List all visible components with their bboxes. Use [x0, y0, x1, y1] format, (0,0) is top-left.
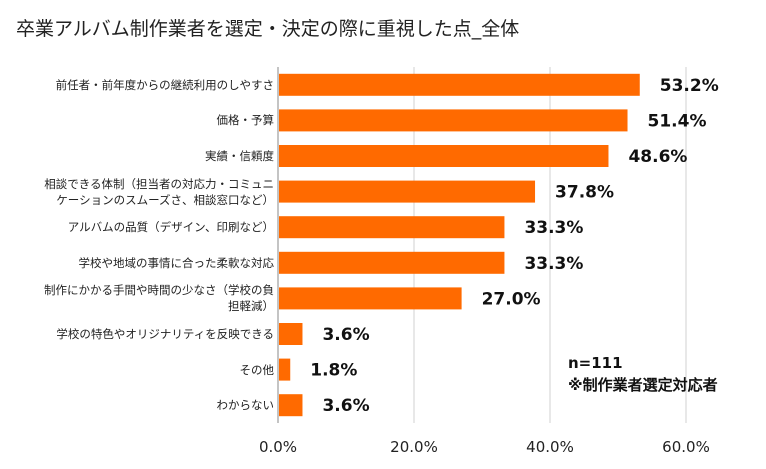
category-label-line: 前任者・前年度からの継続利用のしやすさ: [55, 77, 274, 92]
x-axis-ticks: 0.0% 20.0% 40.0% 60.0%: [259, 438, 710, 456]
bar: [279, 109, 628, 132]
value-label: 51.4%: [648, 111, 707, 131]
value-label: 53.2%: [660, 76, 719, 96]
bar: [279, 180, 536, 203]
category-label-line: 実績・信頼度: [205, 149, 274, 163]
value-labels: 53.2% 51.4% 48.6% 37.8% 33.3% 33.3% 27.0% 3.6% 1…: [310, 76, 719, 416]
sample-size: n=111: [568, 354, 623, 372]
category-label: アルバムの品質（デザイン、印刷など）: [2, 219, 274, 235]
bar: [279, 287, 462, 310]
value-label: 27.0%: [482, 289, 541, 309]
category-label: 実績・信頼度: [2, 148, 274, 164]
category-label: 前任者・前年度からの継続利用のしやすさ: [2, 77, 274, 93]
value-label: 37.8%: [555, 183, 614, 203]
chart-title: 卒業アルバム制作業者を選定・決定の際に重視した点_全体: [16, 18, 520, 40]
category-label-line: その他: [239, 362, 275, 377]
sample-note: n=111 ※制作業者選定対応者: [568, 352, 718, 396]
sample-target: ※制作業者選定対応者: [568, 376, 718, 394]
category-label-line: 学校の特色やオリジナリティを反映できる: [56, 327, 274, 341]
category-label: その他: [2, 362, 275, 378]
value-label: 3.6%: [322, 325, 369, 345]
x-tick-label: 60.0%: [662, 438, 710, 456]
bar: [279, 73, 640, 96]
x-tick-label: 20.0%: [390, 438, 438, 456]
x-tick-label: 40.0%: [526, 438, 574, 456]
category-label: わからない: [2, 397, 275, 413]
category-label: 学校や地域の事情に合った柔軟な対応: [2, 255, 275, 271]
category-label-line: 学校や地域の事情に合った柔軟な対応: [78, 255, 275, 270]
category-label: 制作にかかる手間や時間の少なさ（学校の負 担軽減）: [2, 282, 274, 314]
category-label-line: 制作にかかる手間や時間の少なさ（学校の負: [44, 283, 274, 298]
bar: [279, 358, 291, 381]
category-label-line: アルバムの品質（デザイン、印刷など）: [67, 220, 274, 235]
value-label: 3.6%: [322, 396, 369, 416]
bar: [279, 145, 609, 167]
value-label: 1.8%: [310, 361, 357, 381]
x-tick-label: 0.0%: [259, 438, 297, 456]
category-label: 学校の特色やオリジナリティを反映できる: [2, 326, 274, 342]
category-label-line: 担軽減）: [228, 299, 274, 314]
category-label-line: わからない: [216, 398, 275, 413]
category-label: 相談できる体制（担当者の対応力・コミュニ ケーションのスムーズさ、相談窓口など）: [2, 176, 274, 208]
bar: [279, 323, 303, 345]
category-label: 価格・予算: [2, 112, 275, 128]
value-label: 33.3%: [524, 254, 583, 274]
bar: [279, 216, 505, 239]
category-label-line: 価格・予算: [216, 113, 275, 128]
bar: [279, 251, 505, 274]
bar: [279, 394, 303, 417]
category-label-line: ケーションのスムーズさ、相談窓口など）: [56, 192, 274, 207]
category-label-line: 相談できる体制（担当者の対応力・コミュニ: [44, 176, 274, 191]
value-label: 48.6%: [628, 147, 687, 167]
bars: [279, 73, 640, 417]
value-label: 33.3%: [524, 218, 583, 238]
